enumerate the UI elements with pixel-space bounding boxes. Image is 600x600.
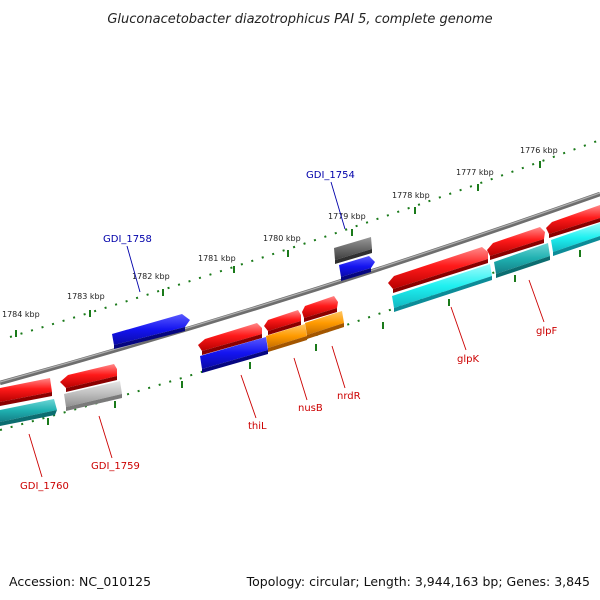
scale-label-1778: 1778 kbp <box>392 191 430 200</box>
scale-label-1777: 1777 kbp <box>456 168 494 177</box>
leader-line <box>528 279 545 323</box>
leader-line <box>450 306 467 351</box>
gene-label-gdi-1760[interactable]: GDI_1760 <box>20 481 69 492</box>
leader-line <box>28 433 43 478</box>
gene-arrow-red[interactable] <box>0 378 52 406</box>
leader-line <box>331 345 346 389</box>
scale-label-1779: 1779 kbp <box>328 212 366 221</box>
gene-label-glpf[interactable]: glpF <box>536 326 557 337</box>
leader-line <box>126 245 141 293</box>
gene-arrow-red[interactable] <box>60 364 117 392</box>
scale-label-1783: 1783 kbp <box>67 292 105 301</box>
genome-backbone <box>0 191 600 386</box>
inner-major-ticks <box>47 250 581 425</box>
scale-label-1776: 1776 kbp <box>520 146 558 155</box>
gene-arrow-red[interactable] <box>264 310 301 335</box>
gene-arrow-orange[interactable] <box>305 311 344 339</box>
gene-arrow-darkgrey[interactable] <box>334 237 372 264</box>
leader-line <box>240 374 257 419</box>
gene-labels: GDI_1754 GDI_1758 thiL nusB nrdR glpK gl… <box>20 170 557 492</box>
gene-arrow-teal[interactable] <box>0 399 57 426</box>
gene-arrow-blue[interactable] <box>112 314 190 349</box>
outer-major-ticks <box>15 161 541 337</box>
gene-arrow-red[interactable] <box>546 205 600 238</box>
gene-label-nrdr[interactable]: nrdR <box>337 391 361 402</box>
gene-arrow-cyan[interactable] <box>392 264 492 312</box>
gene-arrow-red[interactable] <box>388 247 488 293</box>
genome-summary-text: Topology: circular; Length: 3,944,163 bp… <box>246 574 590 589</box>
gene-arrow-red[interactable] <box>302 296 338 322</box>
gene-arrow-grey[interactable] <box>64 381 122 411</box>
accession-text: Accession: NC_010125 <box>9 574 151 589</box>
leader-line <box>293 357 308 401</box>
gene-label-gdi-1759[interactable]: GDI_1759 <box>91 461 140 472</box>
gene-arrow-orange[interactable] <box>266 324 307 352</box>
gene-label-glpk[interactable]: glpK <box>457 354 479 365</box>
gene-features <box>0 205 600 426</box>
gene-label-gdi-1758[interactable]: GDI_1758 <box>103 234 152 245</box>
gene-arrow-blue[interactable] <box>200 337 268 373</box>
leader-line <box>98 415 113 459</box>
gene-arrow-blue[interactable] <box>339 256 375 281</box>
scale-label-1782: 1782 kbp <box>132 272 170 281</box>
gene-label-gdi-1754[interactable]: GDI_1754 <box>306 170 355 181</box>
gene-arrow-cyan[interactable] <box>551 223 600 256</box>
scale-labels: 1776 kbp 1777 kbp 1778 kbp 1779 kbp 1780… <box>2 146 558 319</box>
gene-arrow-teal[interactable] <box>494 243 550 278</box>
scale-label-1784: 1784 kbp <box>2 310 40 319</box>
gene-arrow-red[interactable] <box>198 323 262 355</box>
map-title: Gluconacetobacter diazotrophicus PAI 5, … <box>107 12 492 27</box>
scale-label-1781: 1781 kbp <box>198 254 236 263</box>
gene-arrow-red[interactable] <box>487 227 545 260</box>
genome-backbone-highlight <box>0 192 600 383</box>
leader-line <box>330 181 346 230</box>
scale-label-1780: 1780 kbp <box>263 234 301 243</box>
gene-label-nusb[interactable]: nusB <box>298 403 323 414</box>
gene-label-thil[interactable]: thiL <box>248 421 267 432</box>
